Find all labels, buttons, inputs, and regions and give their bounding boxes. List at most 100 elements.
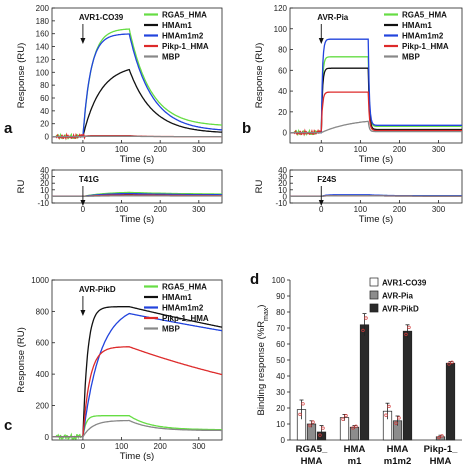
legend-swatch-AVR1-CO39 [369, 277, 379, 287]
legend-label: MBP [402, 53, 420, 62]
replicate-point [311, 420, 315, 424]
series-line-HMAm1m2 [290, 38, 462, 134]
y-tick-label: 60 [276, 340, 285, 349]
y-tick-label: 70 [276, 324, 285, 333]
injection-label: AVR-PikD [79, 285, 116, 294]
x-tick-label: 200 [393, 205, 407, 214]
series-line-MBP [52, 419, 222, 438]
y-tick-label: 60 [278, 66, 287, 75]
category-label: Pikp-1_ [424, 444, 459, 455]
y-tick-label: 0 [283, 192, 288, 201]
replicate-point [440, 434, 444, 438]
legend-label: Pikp-1_HMA [162, 314, 209, 323]
category-label: RGA5_ [296, 444, 328, 455]
y-tick-label: 10 [278, 186, 287, 195]
replicate-point [341, 417, 345, 421]
bar-AVR-PikD [402, 330, 413, 441]
y-tick-label: 100 [36, 68, 50, 77]
y-tick-label: 20 [40, 120, 49, 129]
x-axis-label: Time (s) [120, 154, 154, 165]
legend-label: MBP [162, 325, 180, 334]
y-tick-label: 0 [45, 133, 50, 142]
x-tick-label: 100 [115, 205, 129, 214]
replicate-point [437, 435, 441, 440]
y-tick-label: 20 [278, 108, 287, 117]
y-tick-label: 0 [45, 433, 50, 442]
x-axis-label: Time (s) [359, 154, 393, 165]
y-tick-label: 40 [40, 107, 49, 116]
series-line-MBP [52, 195, 222, 198]
replicate-point [397, 416, 401, 420]
y-axis-label: RU [254, 180, 265, 194]
bar-AVR1-CO39 [339, 417, 350, 441]
legend-label: HMAm1m2 [162, 32, 204, 41]
x-tick-label: 300 [192, 145, 206, 154]
y-tick-label: 0 [45, 192, 50, 201]
replicate-point [308, 423, 312, 428]
legend-label: Pikp-1_HMA [402, 42, 449, 51]
legend-label: RGA5_HMA [162, 11, 207, 20]
injection-arrowhead [318, 38, 324, 44]
y-tick-label: 20 [40, 179, 49, 188]
series-line-RGA5_HMA [290, 56, 462, 137]
x-tick-label: 0 [319, 205, 324, 214]
y-tick-label: 100 [274, 25, 288, 34]
series-line-HMAm1m2 [52, 312, 222, 438]
panel-label: b [242, 120, 251, 137]
legend-swatch-AVR-PikD [369, 303, 379, 313]
replicate-point [447, 362, 451, 366]
y-tick-label: 80 [276, 308, 285, 317]
y-tick-label: 1000 [31, 276, 49, 285]
injection-arrowhead [318, 200, 324, 206]
legend-label: RGA5_HMA [402, 11, 447, 20]
legend-label: HMAm1m2 [162, 304, 204, 313]
y-tick-label: 10 [40, 186, 49, 195]
x-tick-label: 100 [354, 145, 368, 154]
injection-label: AVR-Pia [317, 13, 349, 22]
x-tick-label: 100 [354, 205, 368, 214]
y-tick-label: 800 [36, 307, 50, 316]
replicate-point [344, 414, 348, 418]
replicate-point [387, 404, 391, 409]
replicate-point [361, 328, 365, 333]
series-line-MBP [290, 195, 462, 198]
x-axis-label: Time (s) [120, 451, 154, 462]
y-axis-label: Response (RU) [254, 43, 265, 108]
y-axis-label-end: ) [256, 305, 267, 308]
y-axis-label-sub: max [263, 307, 270, 321]
y-tick-label: 80 [40, 81, 49, 90]
x-tick-label: 200 [154, 442, 168, 451]
y-tick-label: 0 [283, 129, 288, 138]
legend-label: HMAm1m2 [402, 32, 444, 41]
x-tick-label: 0 [319, 145, 324, 154]
plot-frame [51, 169, 223, 204]
replicate-point [298, 412, 302, 417]
replicate-point [351, 426, 355, 430]
legend-label: HMAm1 [162, 293, 192, 302]
bar-AVR-PikD [359, 324, 370, 441]
y-tick-label: 120 [274, 4, 288, 13]
y-tick-label: 600 [36, 339, 50, 348]
legend-label: MBP [162, 53, 180, 62]
x-tick-label: 300 [192, 442, 206, 451]
replicate-point [321, 426, 325, 430]
x-tick-label: 0 [81, 442, 86, 451]
series-line-RGA5_HMA [52, 415, 222, 440]
y-tick-label: 50 [276, 356, 285, 365]
y-tick-label: 30 [40, 173, 49, 182]
y-tick-label: 40 [40, 166, 49, 175]
y-tick-label: 60 [40, 94, 49, 103]
x-tick-label: 100 [115, 145, 129, 154]
y-tick-label: 40 [276, 372, 285, 381]
panel-label: c [4, 417, 12, 434]
legend-label: AVR-Pia [382, 292, 414, 301]
x-axis-label: Time (s) [120, 214, 154, 225]
plot-frame [51, 279, 223, 441]
replicate-point [354, 424, 358, 428]
legend-label: Pikp-1_HMA [162, 42, 209, 51]
legend-label: AVR1-CO39 [382, 279, 427, 288]
y-tick-label: 20 [278, 179, 287, 188]
x-tick-label: 100 [115, 442, 129, 451]
